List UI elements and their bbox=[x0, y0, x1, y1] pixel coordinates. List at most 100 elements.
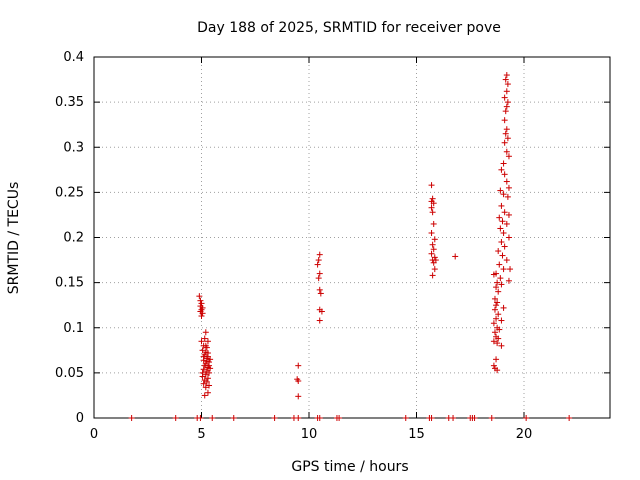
axis-ticks: 0 5 10 15 20 0 0.05 0.1 0.15 0.2 0.25 0.3 0.35 0.4 bbox=[55, 50, 610, 442]
data-point bbox=[203, 378, 210, 385]
data-point bbox=[197, 415, 204, 421]
data-point bbox=[316, 286, 323, 293]
data-point bbox=[202, 371, 209, 378]
data-point bbox=[504, 81, 511, 88]
data-point bbox=[429, 195, 436, 202]
data-point bbox=[207, 365, 214, 372]
data-point bbox=[493, 284, 500, 291]
data-point bbox=[201, 335, 208, 342]
data-point bbox=[501, 94, 508, 101]
data-point bbox=[203, 358, 210, 365]
data-point bbox=[199, 347, 206, 354]
data-point bbox=[496, 261, 503, 268]
data-point bbox=[493, 315, 500, 322]
data-point bbox=[503, 72, 510, 79]
y-tick-label: 0.35 bbox=[55, 95, 84, 110]
data-point bbox=[498, 166, 505, 173]
data-point bbox=[505, 277, 512, 284]
data-point bbox=[497, 187, 504, 194]
data-point bbox=[496, 326, 503, 333]
data-point bbox=[494, 340, 501, 347]
data-point bbox=[566, 415, 573, 421]
data-point bbox=[198, 313, 205, 320]
data-point bbox=[200, 366, 207, 373]
data-point bbox=[431, 236, 438, 243]
data-point bbox=[206, 369, 213, 376]
data-point bbox=[501, 117, 508, 124]
data-point bbox=[402, 415, 409, 421]
data-point bbox=[505, 211, 512, 218]
x-tick-label: 5 bbox=[197, 427, 205, 442]
data-point bbox=[503, 103, 510, 110]
data-point bbox=[495, 311, 502, 318]
chart-title: Day 188 of 2025, SRMTID for receiver pov… bbox=[197, 20, 501, 36]
data-point bbox=[493, 302, 500, 309]
data-point bbox=[490, 320, 497, 327]
data-point bbox=[200, 380, 207, 387]
y-tick-label: 0.15 bbox=[55, 276, 84, 291]
data-point bbox=[500, 191, 507, 198]
data-point bbox=[316, 415, 323, 421]
data-point bbox=[498, 281, 505, 288]
data-point bbox=[498, 317, 505, 324]
data-point bbox=[200, 353, 207, 360]
data-point bbox=[317, 290, 324, 297]
data-point bbox=[197, 297, 204, 304]
data-point bbox=[450, 415, 457, 421]
data-point bbox=[198, 300, 205, 307]
data-point bbox=[431, 266, 438, 273]
data-point bbox=[503, 148, 510, 155]
data-point bbox=[503, 126, 510, 133]
data-point bbox=[496, 214, 503, 221]
data-point bbox=[315, 257, 322, 264]
data-point bbox=[230, 415, 237, 421]
data-point bbox=[497, 275, 504, 282]
x-axis-label: GPS time / hours bbox=[291, 459, 408, 475]
data-point bbox=[295, 415, 302, 421]
data-point bbox=[495, 335, 502, 342]
data-point bbox=[502, 108, 509, 115]
data-point bbox=[196, 293, 203, 300]
data-point bbox=[428, 229, 435, 236]
data-point bbox=[204, 389, 211, 396]
data-point bbox=[314, 261, 321, 268]
data-point bbox=[501, 243, 508, 250]
y-tick-label: 0.25 bbox=[55, 185, 84, 200]
data-point bbox=[501, 209, 508, 216]
data-point bbox=[494, 299, 501, 306]
grid bbox=[94, 57, 610, 418]
data-point bbox=[505, 184, 512, 191]
data-point bbox=[494, 367, 501, 374]
data-point bbox=[490, 271, 497, 278]
data-point bbox=[199, 369, 206, 376]
data-point bbox=[501, 139, 508, 146]
data-point bbox=[501, 171, 508, 178]
data-points bbox=[128, 72, 573, 421]
data-point bbox=[491, 306, 498, 313]
data-point bbox=[499, 252, 506, 259]
y-tick-label: 0.2 bbox=[63, 231, 84, 246]
data-point bbox=[428, 250, 435, 257]
x-tick-label: 10 bbox=[301, 427, 318, 442]
data-point bbox=[491, 329, 498, 336]
data-point bbox=[452, 253, 459, 260]
data-point bbox=[202, 329, 209, 336]
data-point bbox=[428, 204, 435, 211]
data-point bbox=[198, 338, 205, 345]
data-point bbox=[504, 193, 511, 200]
data-point bbox=[523, 415, 530, 421]
data-point bbox=[295, 362, 302, 369]
data-point bbox=[204, 375, 211, 382]
data-point bbox=[500, 229, 507, 236]
data-point bbox=[336, 415, 343, 421]
data-point bbox=[172, 415, 179, 421]
data-point bbox=[206, 362, 213, 369]
data-point bbox=[316, 317, 323, 324]
data-point bbox=[504, 135, 511, 142]
data-point bbox=[430, 220, 437, 227]
data-point bbox=[500, 160, 507, 167]
data-point bbox=[503, 220, 510, 227]
data-point bbox=[429, 272, 436, 279]
data-point bbox=[271, 415, 278, 421]
